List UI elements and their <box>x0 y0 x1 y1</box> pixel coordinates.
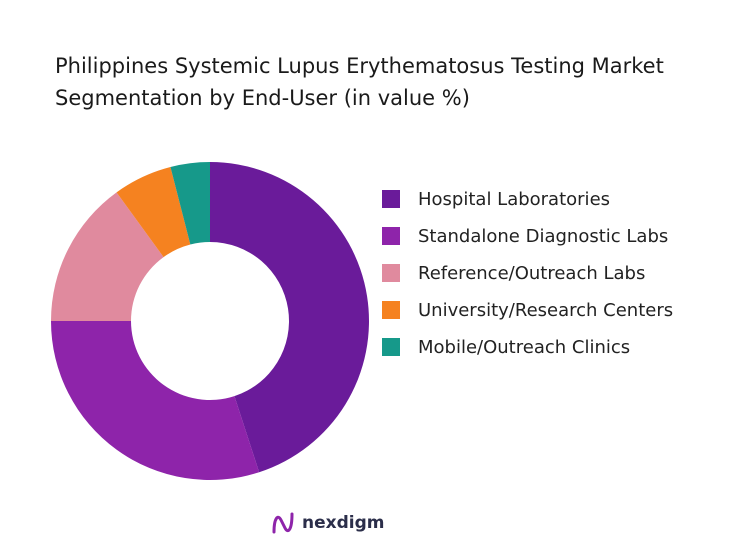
legend-label: Mobile/Outreach Clinics <box>418 337 631 358</box>
legend-item: Mobile/Outreach Clinics <box>382 334 722 362</box>
donut-slice <box>50 321 260 480</box>
legend-item: Reference/Outreach Labs <box>382 260 722 288</box>
brand-name: nexdigm <box>302 513 385 533</box>
legend-item: Hospital Laboratories <box>382 186 722 214</box>
brand-icon <box>272 512 294 534</box>
legend-label: Standalone Diagnostic Labs <box>418 226 669 247</box>
donut-slice <box>210 162 369 473</box>
legend-item: Standalone Diagnostic Labs <box>382 223 722 251</box>
brand-logo: nexdigm <box>270 510 384 536</box>
legend-label: University/Research Centers <box>418 300 674 321</box>
donut-slice <box>170 162 210 245</box>
legend-swatch <box>382 190 400 208</box>
legend-swatch <box>382 301 400 319</box>
chart-title: Philippines Systemic Lupus Erythematosus… <box>55 54 664 110</box>
legend-label: Reference/Outreach Labs <box>418 263 646 284</box>
legend-swatch <box>382 264 400 282</box>
donut-slice <box>116 166 191 258</box>
legend-label: Hospital Laboratories <box>418 189 611 210</box>
legend-item: University/Research Centers <box>382 297 722 325</box>
legend-swatch <box>382 338 400 356</box>
legend-swatch <box>382 227 400 245</box>
legend: Hospital Laboratories Standalone Diagnost… <box>382 186 722 371</box>
donut-slice <box>51 192 164 321</box>
